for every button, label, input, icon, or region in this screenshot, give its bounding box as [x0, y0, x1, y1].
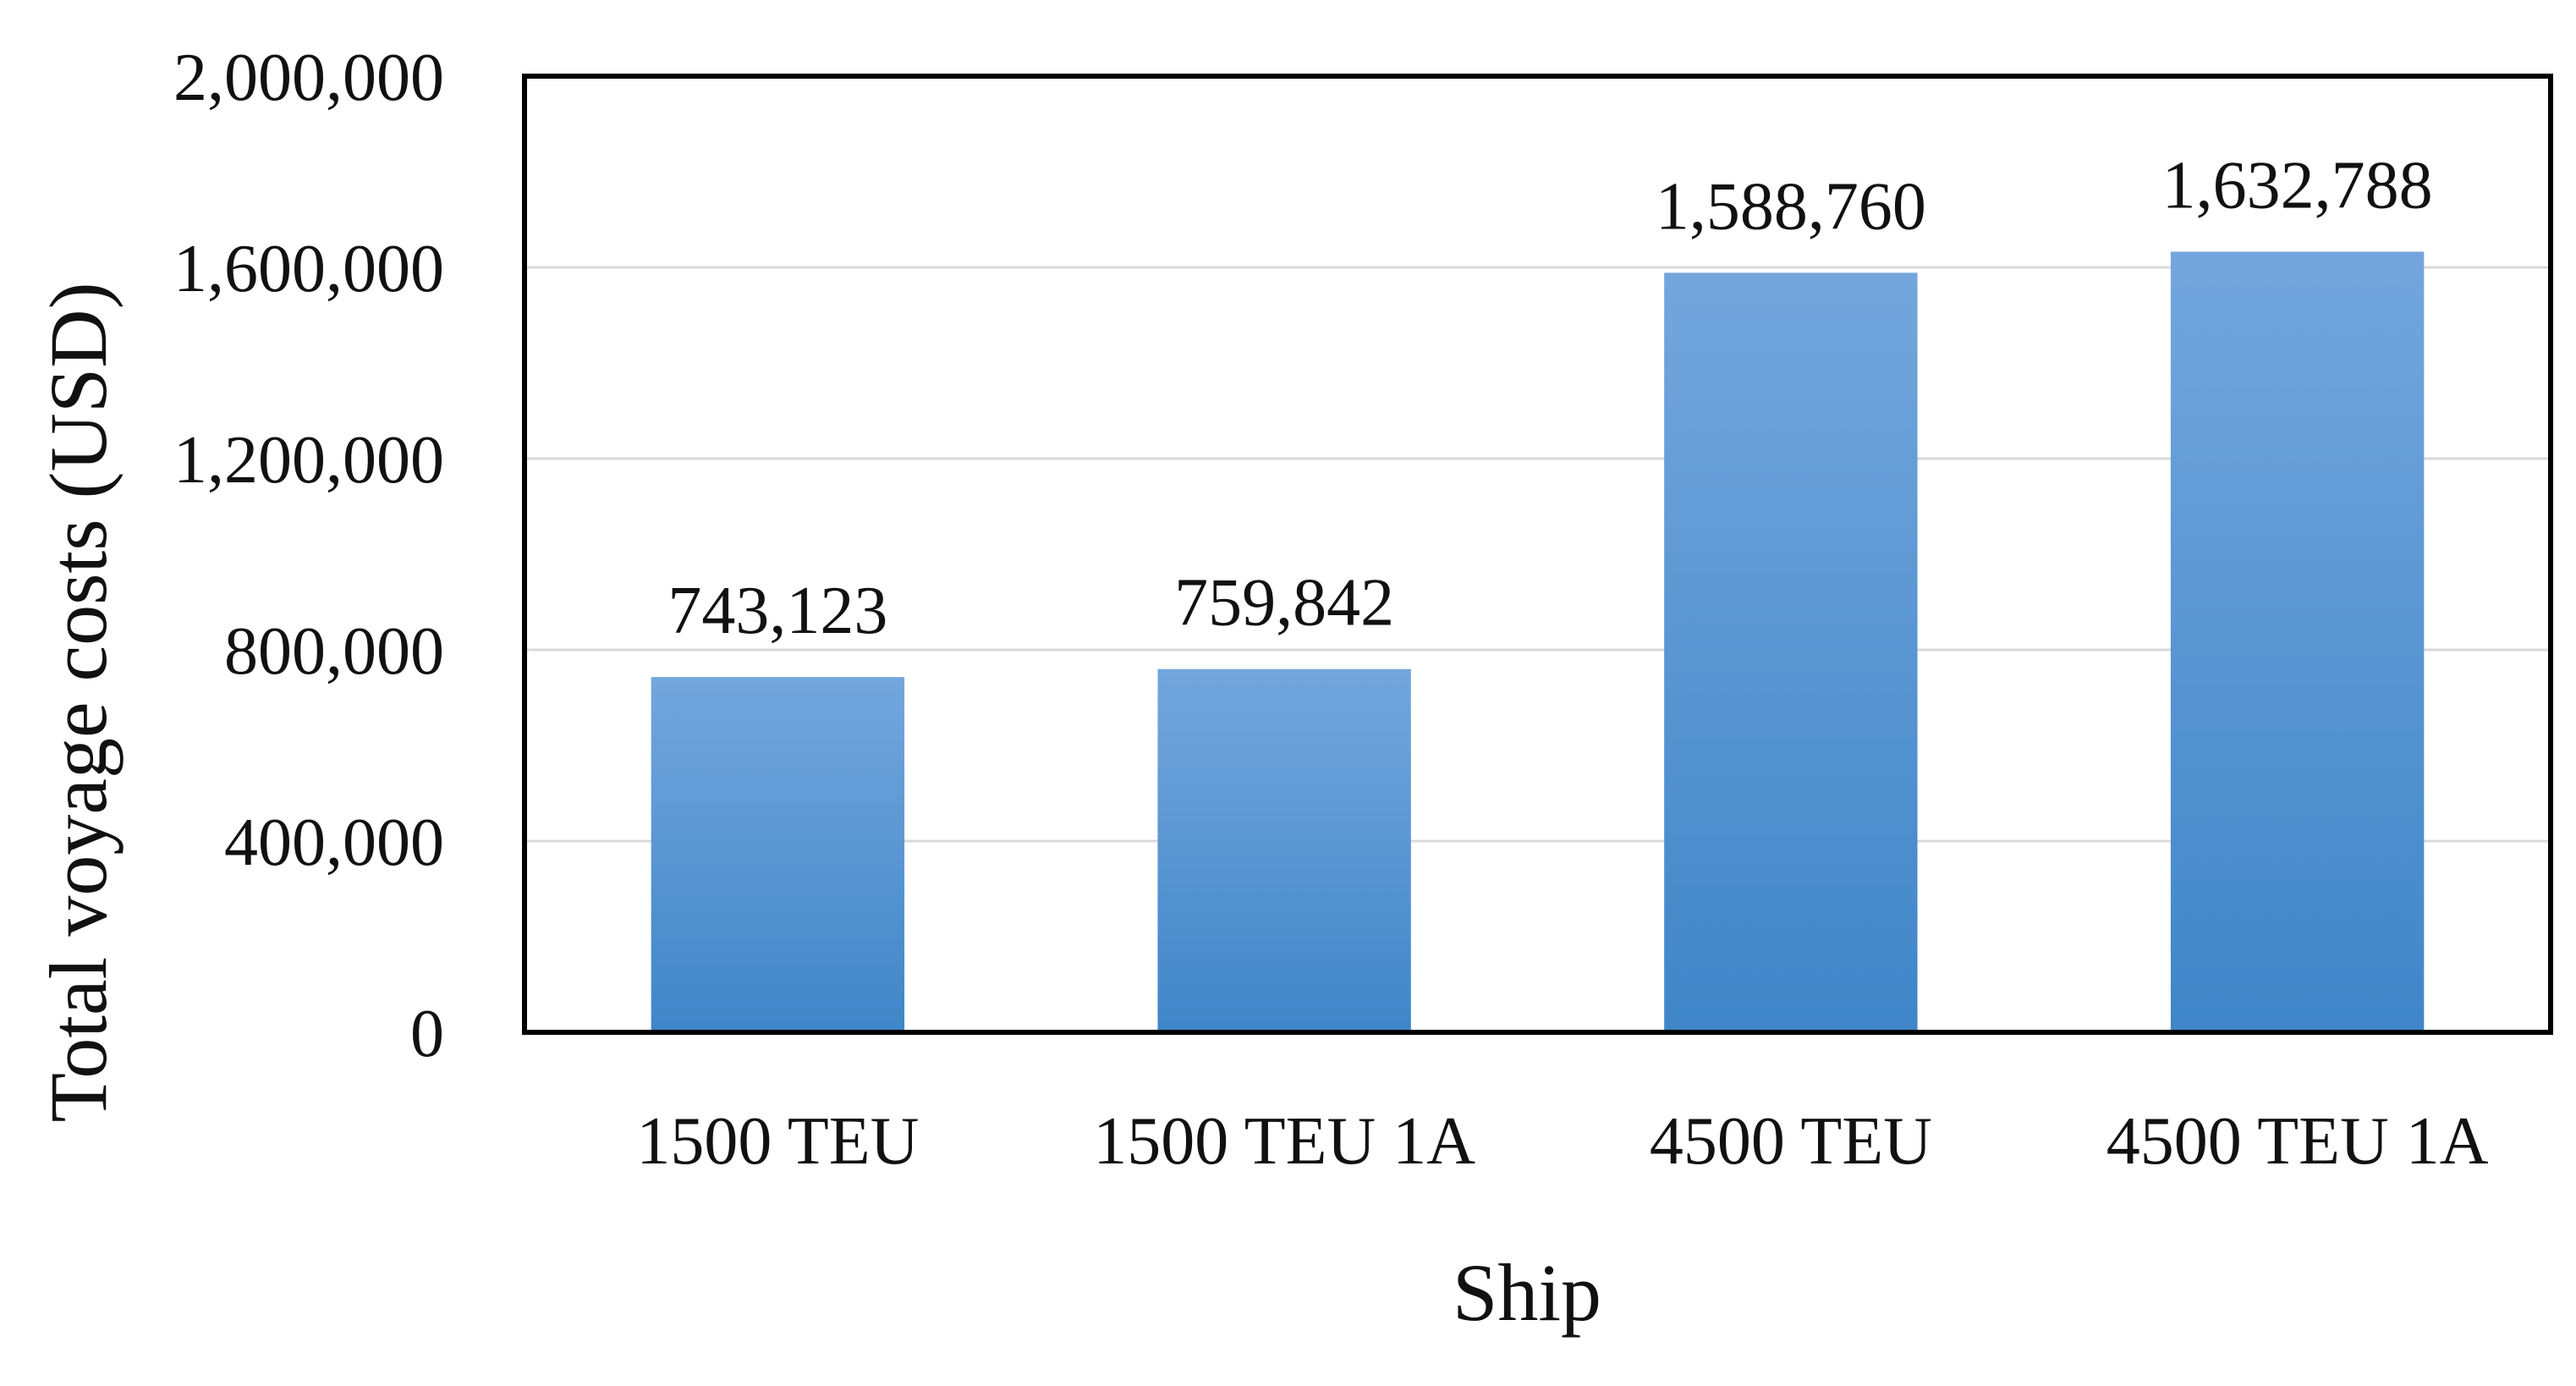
y-tick-label: 1,200,000 — [173, 423, 444, 498]
y-tick-label: 1,600,000 — [173, 232, 444, 306]
y-tick-label: 2,000,000 — [173, 41, 444, 115]
x-tick-label: 4500 TEU — [1650, 1104, 1932, 1179]
data-label: 1,588,760 — [1656, 169, 1926, 244]
bars — [651, 251, 2425, 1032]
y-tick-label: 0 — [410, 997, 444, 1071]
bar — [1157, 668, 1411, 1032]
x-tick-label: 1500 TEU 1A — [1093, 1104, 1475, 1179]
bar — [2170, 251, 2425, 1032]
data-label: 1,632,788 — [2162, 148, 2433, 223]
bar — [651, 677, 905, 1032]
x-tick-label: 4500 TEU 1A — [2106, 1104, 2489, 1179]
x-axis-title: Ship — [1453, 1247, 1601, 1338]
y-tick-label: 800,000 — [224, 614, 444, 689]
data-label: 743,123 — [667, 574, 887, 648]
y-tick-label: 400,000 — [224, 806, 444, 880]
y-axis-ticks: 0 400,000 800,000 1,200,000 1,600,000 2,000,0… — [173, 41, 444, 1071]
x-axis-ticks: 1500 TEU 1500 TEU 1A 4500 TEU 4500 TEU 1A — [636, 1104, 2488, 1179]
data-labels: 743,123 759,842 1,588,760 1,632,788 — [667, 148, 2432, 648]
bar — [1664, 272, 1918, 1032]
data-label: 759,842 — [1174, 566, 1394, 641]
y-axis-title: Total voyage costs (USD) — [33, 282, 124, 1122]
x-tick-label: 1500 TEU — [636, 1104, 919, 1179]
plot-frame — [522, 74, 2553, 1035]
